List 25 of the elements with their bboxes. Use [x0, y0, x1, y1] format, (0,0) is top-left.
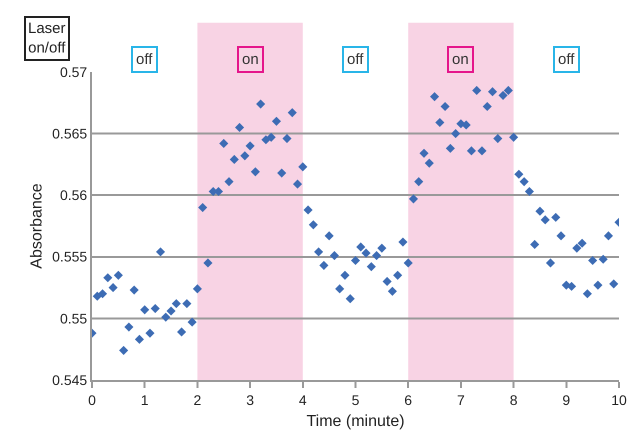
x-tick-label: 7: [457, 392, 465, 408]
x-tick-label: 0: [88, 392, 96, 408]
x-tick-label: 10: [611, 392, 627, 408]
annotation: off: [136, 51, 154, 68]
text: Laser on/off: [28, 20, 66, 56]
band-label: on: [242, 51, 259, 68]
x-tick-label: 6: [404, 392, 412, 408]
annotation: off: [347, 51, 364, 68]
annotation: off: [558, 51, 576, 68]
x-tick-label: 4: [298, 392, 307, 408]
x-tick-label: 2: [194, 392, 202, 408]
y-tick-label: 0.545: [52, 372, 88, 388]
x-tick-label: 9: [562, 392, 570, 408]
x-tick-label: 8: [510, 392, 518, 408]
x-tick-label: 3: [246, 392, 254, 408]
y-axis-title: Absorbance: [28, 183, 46, 269]
band-label: on: [452, 51, 469, 68]
y-tick-label: 0.55: [60, 310, 88, 326]
y-tick-label: 0.57: [60, 64, 88, 80]
y-tick-label: 0.56: [60, 187, 88, 204]
x-tick-label: 1: [140, 392, 149, 408]
y-tick-label: 0.555: [52, 248, 88, 265]
x-axis-title: Time (minute): [306, 413, 405, 430]
y-tick-label: 0.565: [52, 126, 88, 142]
x-tick-label: 5: [352, 392, 360, 408]
